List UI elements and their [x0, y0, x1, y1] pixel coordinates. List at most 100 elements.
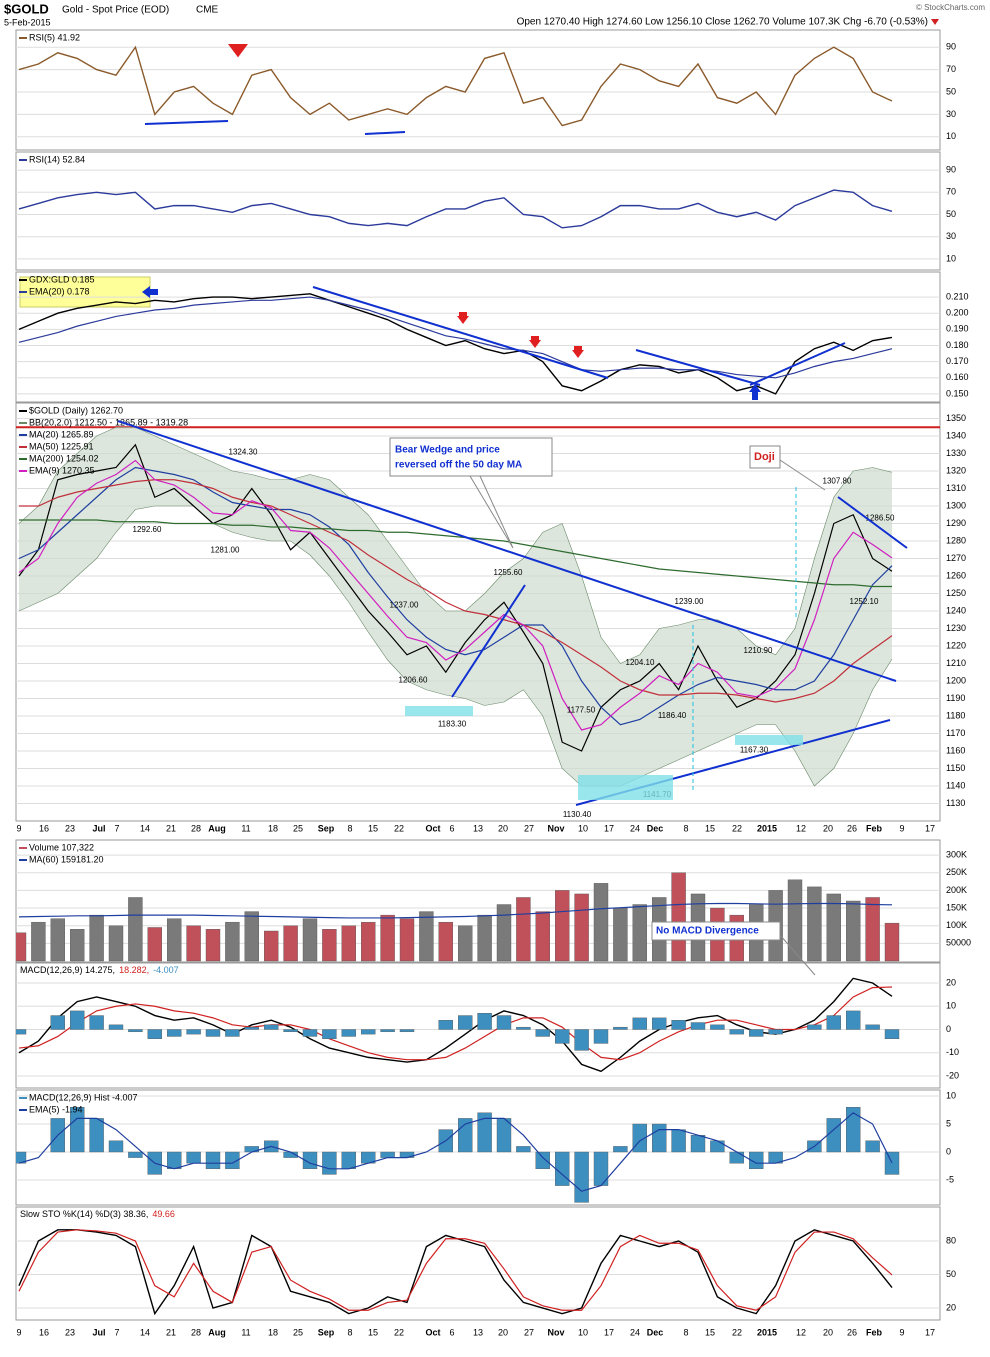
- bar: [341, 925, 356, 962]
- bar: [535, 1029, 550, 1037]
- bar: [166, 918, 182, 962]
- y-tick-label: 0.180: [946, 340, 969, 350]
- x-tick-label: 10: [578, 1327, 588, 1337]
- x-tick-label: 25: [293, 823, 303, 833]
- y-tick-label: 0: [946, 1024, 951, 1034]
- legend-entry: MACD(12,26,9) 14.275,: [20, 965, 115, 975]
- y-tick-label: 1250: [946, 588, 966, 598]
- y-tick-label: 0.210: [946, 291, 969, 301]
- bar: [826, 893, 841, 962]
- x-tick-label: 9: [16, 823, 21, 833]
- y-tick-label: 1150: [946, 763, 965, 773]
- bar: [89, 914, 104, 962]
- bar: [16, 932, 27, 962]
- bar: [458, 925, 473, 962]
- y-tick-label: 1140: [946, 780, 965, 790]
- bar: [807, 886, 822, 962]
- date: 5-Feb-2015: [4, 17, 51, 27]
- y-tick-label: 10: [946, 1001, 956, 1011]
- price-label: 1252.10: [850, 597, 879, 606]
- bar: [438, 1019, 453, 1030]
- bar: [399, 1029, 415, 1033]
- bar: [652, 1017, 667, 1030]
- x-tick-label: 15: [368, 823, 378, 833]
- bar: [264, 930, 279, 962]
- bar: [244, 911, 260, 962]
- y-tick-label: 50000: [946, 938, 971, 948]
- panel-frame: [15, 271, 941, 403]
- bar: [205, 1151, 221, 1169]
- y-tick-label: 0.170: [946, 356, 969, 366]
- plot: [18, 45, 893, 127]
- price-label: 1239.00: [675, 597, 704, 606]
- bar: [865, 897, 880, 962]
- series-line: [18, 466, 893, 726]
- legend-entry: MACD(12,26,9) Hist -4.007: [29, 1092, 138, 1102]
- y-tick-label: 1210: [946, 658, 966, 668]
- bar: [50, 1015, 65, 1030]
- x-tick-label: Oct: [425, 1327, 440, 1337]
- x-tick-label: Jul: [92, 1327, 105, 1337]
- band-lower: [18, 505, 893, 787]
- x-tick-label: 28: [191, 1327, 201, 1337]
- band-fill: [19, 427, 892, 786]
- bar: [89, 1118, 104, 1153]
- x-tick-label: 17: [925, 1327, 935, 1337]
- legend-entry: $GOLD (Daily) 1262.70: [29, 405, 123, 415]
- x-tick-label: 14: [140, 1327, 150, 1337]
- bar: [128, 1151, 143, 1158]
- trend-line: [749, 342, 846, 386]
- series-line: [18, 459, 893, 731]
- legend-entry: EMA(9) 1270.35: [29, 465, 95, 475]
- bar: [555, 890, 570, 962]
- bar: [128, 1029, 143, 1033]
- x-tick-label: 22: [732, 823, 742, 833]
- series-line: [18, 293, 893, 395]
- price-label: 1177.50: [567, 705, 596, 714]
- bar: [380, 1029, 395, 1033]
- y-tick-label: 1200: [946, 675, 966, 685]
- y-tick-label: 10: [946, 253, 956, 263]
- plot: [18, 189, 893, 229]
- x-tick-label: 2015: [757, 823, 777, 833]
- x-tick-label: 6: [449, 1327, 454, 1337]
- y-tick-label: 0.160: [946, 372, 969, 382]
- bar: [283, 925, 298, 962]
- y-tick-label: 1180: [946, 710, 965, 720]
- price-label: 1292.60: [133, 525, 162, 534]
- bar: [826, 1015, 841, 1030]
- x-tick-label: 27: [524, 1327, 534, 1337]
- bar: [535, 911, 550, 962]
- red-arrow-stems: [459, 312, 582, 350]
- panel: 0.150 0.160 0.170 0.180 0.190 0.200 0.210 GDX:G…: [15, 271, 969, 403]
- x-tick-label: 28: [191, 823, 201, 833]
- price-label: 1167.30: [740, 745, 769, 754]
- note-box: [389, 437, 553, 477]
- legend-entry: Volume 107,322: [29, 842, 94, 852]
- panel: 50000 100K 150K 200K 250K 300K Volume 107,322 M…: [15, 839, 971, 963]
- legend-entry: MA(20) 1265.89: [29, 429, 94, 439]
- x-tick-label: 11: [241, 1327, 250, 1337]
- bar: [865, 1024, 880, 1030]
- bar: [884, 922, 900, 962]
- bar: [671, 1129, 686, 1153]
- note-text: Bear Wedge and price: [395, 445, 500, 456]
- series-line: [18, 1229, 893, 1311]
- series-line: [19, 479, 893, 703]
- legend-entry: RSI(5) 41.92: [29, 32, 80, 42]
- bar: [31, 921, 46, 962]
- down-arrow: [931, 19, 939, 25]
- legend-entry: MA(200) 1254.02: [29, 453, 99, 463]
- price-label: 1307.80: [823, 476, 852, 485]
- bar: [186, 1151, 201, 1164]
- bar: [69, 929, 85, 962]
- x-tick-label: 21: [166, 823, 176, 833]
- bar: [380, 914, 395, 962]
- symbol: $GOLD: [4, 1, 49, 16]
- note-text: No MACD Divergence: [656, 926, 759, 937]
- y-tick-label: 200K: [946, 885, 967, 895]
- bar: [535, 1151, 550, 1169]
- x-tick-label: 24: [630, 1327, 640, 1337]
- bar: [652, 1123, 667, 1153]
